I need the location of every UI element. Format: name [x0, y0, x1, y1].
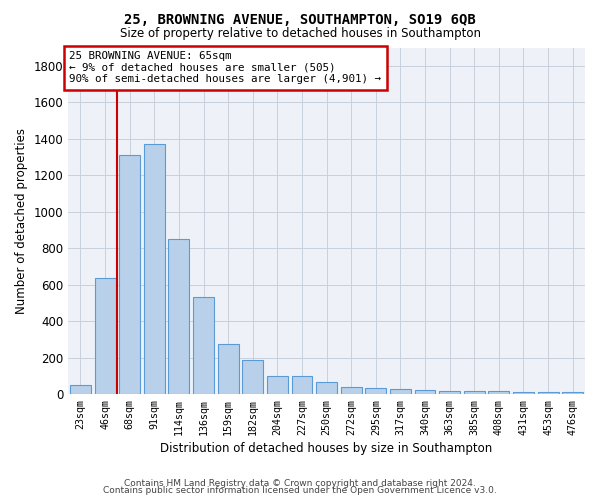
- Text: Contains public sector information licensed under the Open Government Licence v3: Contains public sector information licen…: [103, 486, 497, 495]
- Bar: [193, 298, 214, 394]
- Bar: [538, 392, 559, 394]
- Bar: [218, 344, 239, 394]
- Bar: [70, 385, 91, 394]
- Text: Size of property relative to detached houses in Southampton: Size of property relative to detached ho…: [119, 28, 481, 40]
- Text: 25, BROWNING AVENUE, SOUTHAMPTON, SO19 6QB: 25, BROWNING AVENUE, SOUTHAMPTON, SO19 6…: [124, 12, 476, 26]
- Bar: [267, 376, 288, 394]
- Bar: [341, 387, 362, 394]
- Text: 25 BROWNING AVENUE: 65sqm
← 9% of detached houses are smaller (505)
90% of semi-: 25 BROWNING AVENUE: 65sqm ← 9% of detach…: [70, 51, 382, 84]
- Bar: [242, 360, 263, 394]
- Bar: [513, 392, 534, 394]
- Bar: [415, 390, 436, 394]
- Bar: [562, 392, 583, 394]
- X-axis label: Distribution of detached houses by size in Southampton: Distribution of detached houses by size …: [160, 442, 493, 455]
- Bar: [365, 388, 386, 394]
- Bar: [464, 392, 485, 394]
- Bar: [169, 239, 190, 394]
- Bar: [95, 278, 116, 394]
- Bar: [292, 376, 313, 394]
- Text: Contains HM Land Registry data © Crown copyright and database right 2024.: Contains HM Land Registry data © Crown c…: [124, 478, 476, 488]
- Bar: [119, 155, 140, 394]
- Y-axis label: Number of detached properties: Number of detached properties: [15, 128, 28, 314]
- Bar: [316, 382, 337, 394]
- Bar: [390, 388, 411, 394]
- Bar: [439, 392, 460, 394]
- Bar: [488, 392, 509, 394]
- Bar: [144, 144, 165, 394]
